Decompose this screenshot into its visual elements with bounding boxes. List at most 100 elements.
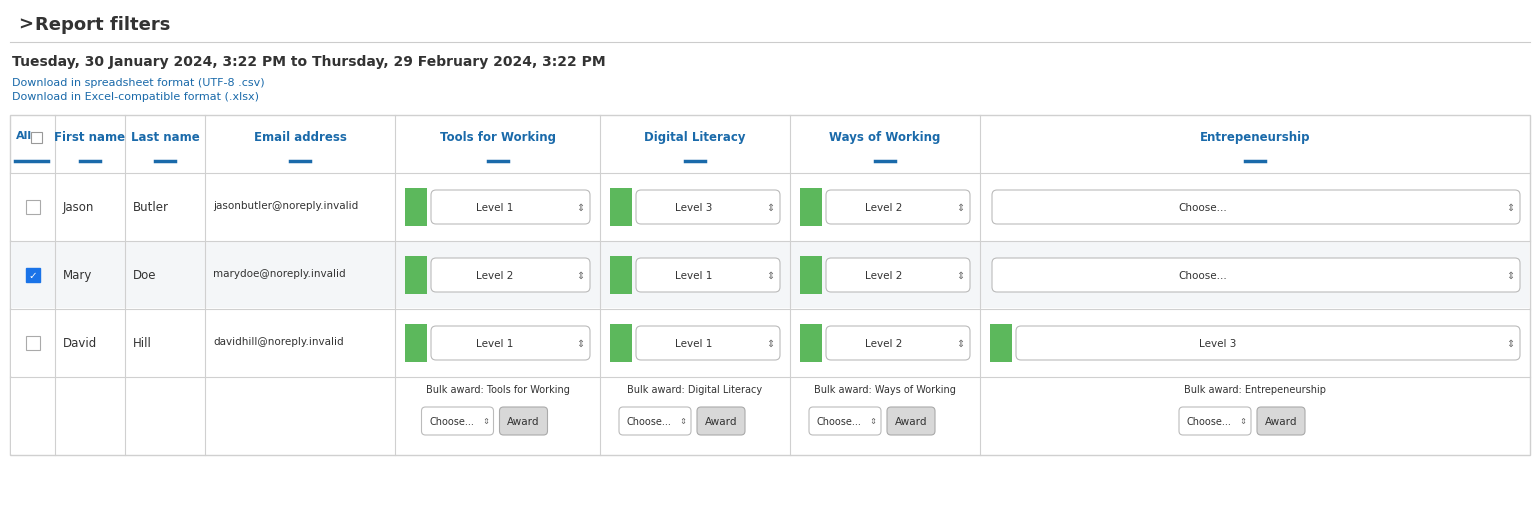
Bar (799, 188, 822, 226)
Text: ⇕: ⇕ (956, 203, 964, 213)
Text: Email address: Email address (254, 131, 346, 144)
Bar (610, 256, 631, 294)
Text: Award: Award (895, 417, 927, 427)
Bar (405, 324, 427, 362)
Text: Tuesday, 30 January 2024, 3:22 PM to Thursday, 29 February 2024, 3:22 PM: Tuesday, 30 January 2024, 3:22 PM to Thu… (12, 55, 605, 69)
Text: Choose...: Choose... (816, 417, 862, 427)
Text: Choose...: Choose... (1178, 203, 1227, 213)
FancyBboxPatch shape (1180, 407, 1250, 435)
Bar (31, 132, 42, 143)
Text: jasonbutler@noreply.invalid: jasonbutler@noreply.invalid (213, 201, 359, 211)
Text: davidhill@noreply.invalid: davidhill@noreply.invalid (213, 337, 343, 347)
Text: ⇕: ⇕ (870, 418, 876, 427)
FancyBboxPatch shape (431, 258, 590, 292)
Text: Level 2: Level 2 (865, 339, 902, 349)
Text: ⇕: ⇕ (1506, 271, 1514, 281)
FancyBboxPatch shape (422, 407, 493, 435)
Text: Bulk award: Tools for Working: Bulk award: Tools for Working (425, 385, 570, 395)
FancyBboxPatch shape (887, 407, 935, 435)
Bar (11, 242, 1529, 308)
Text: ⇕: ⇕ (482, 418, 490, 427)
Text: Level 3: Level 3 (675, 203, 713, 213)
Bar (610, 188, 631, 226)
Text: ⇕: ⇕ (765, 203, 775, 213)
Text: Choose...: Choose... (627, 417, 671, 427)
Text: Last name: Last name (131, 131, 199, 144)
FancyBboxPatch shape (825, 190, 970, 224)
Text: All: All (17, 131, 32, 141)
Text: Hill: Hill (132, 337, 152, 350)
Text: ⇕: ⇕ (956, 271, 964, 281)
Text: Tools for Working: Tools for Working (439, 131, 556, 144)
Text: Jason: Jason (63, 201, 94, 214)
Text: First name: First name (54, 131, 126, 144)
Text: Choose...: Choose... (1187, 417, 1232, 427)
FancyBboxPatch shape (825, 326, 970, 360)
Text: ⇕: ⇕ (576, 203, 584, 213)
Text: Level 1: Level 1 (476, 203, 513, 213)
Text: Bulk award: Entrepeneurship: Bulk award: Entrepeneurship (1184, 385, 1326, 395)
Bar (799, 324, 822, 362)
FancyBboxPatch shape (992, 190, 1520, 224)
Text: Award: Award (507, 417, 539, 427)
Text: ⇕: ⇕ (1506, 339, 1514, 349)
Text: >: > (18, 16, 32, 34)
Text: Level 1: Level 1 (675, 271, 713, 281)
Text: Award: Award (705, 417, 738, 427)
Text: Choose...: Choose... (1178, 271, 1227, 281)
Text: marydoe@noreply.invalid: marydoe@noreply.invalid (213, 269, 345, 279)
Bar (26, 268, 40, 282)
Text: Butler: Butler (132, 201, 169, 214)
Text: Mary: Mary (63, 269, 92, 282)
FancyBboxPatch shape (636, 326, 779, 360)
FancyBboxPatch shape (1016, 326, 1520, 360)
Text: Award: Award (1264, 417, 1297, 427)
Bar (26, 336, 40, 350)
Text: Level 1: Level 1 (476, 339, 513, 349)
Text: Level 1: Level 1 (675, 339, 713, 349)
Text: Level 2: Level 2 (476, 271, 513, 281)
Text: David: David (63, 337, 97, 350)
Text: ⇕: ⇕ (956, 339, 964, 349)
Text: Bulk award: Ways of Working: Bulk award: Ways of Working (815, 385, 956, 395)
FancyBboxPatch shape (1257, 407, 1304, 435)
Text: Choose...: Choose... (430, 417, 474, 427)
Text: Digital Literacy: Digital Literacy (644, 131, 745, 144)
Text: ✓: ✓ (28, 271, 37, 281)
FancyBboxPatch shape (808, 407, 881, 435)
Text: ⇕: ⇕ (576, 339, 584, 349)
FancyBboxPatch shape (636, 190, 779, 224)
Text: Level 3: Level 3 (1200, 339, 1237, 349)
FancyBboxPatch shape (636, 258, 779, 292)
FancyBboxPatch shape (499, 407, 548, 435)
Bar (11, 174, 1529, 240)
Text: Entrepeneurship: Entrepeneurship (1200, 131, 1311, 144)
Bar (405, 256, 427, 294)
Text: Bulk award: Digital Literacy: Bulk award: Digital Literacy (627, 385, 762, 395)
Bar (799, 256, 822, 294)
Bar (11, 378, 1529, 454)
Text: ⇕: ⇕ (765, 271, 775, 281)
Text: ⇕: ⇕ (576, 271, 584, 281)
FancyBboxPatch shape (431, 190, 590, 224)
Text: ⇕: ⇕ (679, 418, 687, 427)
Text: ⇕: ⇕ (1506, 203, 1514, 213)
FancyBboxPatch shape (992, 258, 1520, 292)
Bar (610, 324, 631, 362)
Bar (11, 310, 1529, 376)
Text: Download in Excel-compatible format (.xlsx): Download in Excel-compatible format (.xl… (12, 92, 259, 102)
Text: Report filters: Report filters (35, 16, 171, 34)
FancyBboxPatch shape (619, 407, 691, 435)
Text: Level 2: Level 2 (865, 203, 902, 213)
Text: ⇕: ⇕ (765, 339, 775, 349)
Text: Ways of Working: Ways of Working (830, 131, 941, 144)
Bar (405, 188, 427, 226)
Text: Level 2: Level 2 (865, 271, 902, 281)
Bar (26, 200, 40, 214)
FancyBboxPatch shape (698, 407, 745, 435)
Bar (990, 324, 1012, 362)
FancyBboxPatch shape (825, 258, 970, 292)
Text: ⇕: ⇕ (1240, 418, 1246, 427)
Bar (9, 115, 1531, 455)
FancyBboxPatch shape (431, 326, 590, 360)
